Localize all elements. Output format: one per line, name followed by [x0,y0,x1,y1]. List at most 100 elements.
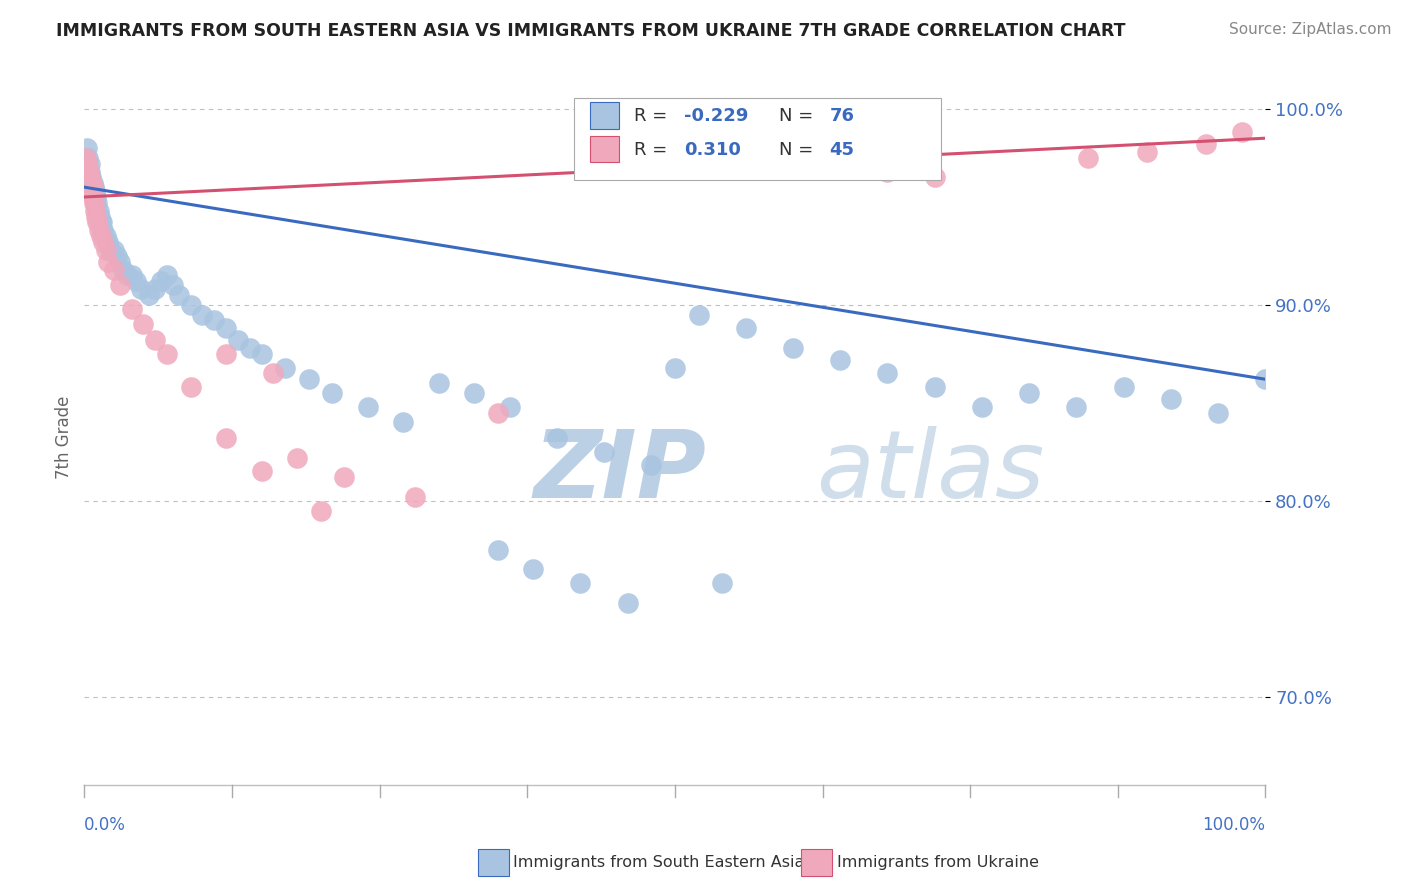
FancyBboxPatch shape [575,97,941,179]
Point [215,321,238,335]
Point [734,321,756,335]
Point [103,243,125,257]
Point [162,278,184,293]
Point [90,215,112,229]
Point [167,288,190,302]
Point [239,341,262,355]
Point [86,195,108,210]
Point [392,416,415,430]
Point [82,180,104,194]
Point [84,195,107,210]
Point [782,341,804,355]
Text: -0.229: -0.229 [685,107,749,126]
Point [112,262,135,277]
Point [1018,386,1040,401]
Point [76,156,98,170]
Point [91,223,114,237]
Point [1077,151,1099,165]
Point [79,164,101,178]
Point [1230,125,1253,139]
Point [94,243,117,257]
Point [924,380,946,394]
Point [76,141,98,155]
Point [86,215,108,229]
Point [1254,372,1277,386]
Point [156,347,179,361]
Point [80,170,103,185]
Point [84,190,107,204]
Point [77,151,100,165]
Point [79,180,101,194]
Point [77,170,100,185]
Point [876,164,898,178]
Point [1136,145,1159,159]
Point [498,400,520,414]
Point [427,376,450,391]
Point [616,596,638,610]
Text: 45: 45 [830,141,855,159]
Point [309,503,332,517]
Text: ZIP: ZIP [533,425,706,518]
Text: 76: 76 [830,107,855,126]
Point [711,576,734,591]
Point [121,301,143,316]
Point [129,282,152,296]
Point [1206,406,1229,420]
Point [80,176,103,190]
Point [91,215,114,229]
Point [80,180,103,194]
Text: R =: R = [634,107,672,126]
Point [876,367,898,381]
Text: IMMIGRANTS FROM SOUTH EASTERN ASIA VS IMMIGRANTS FROM UKRAINE 7TH GRADE CORRELAT: IMMIGRANTS FROM SOUTH EASTERN ASIA VS IM… [56,22,1126,40]
Point [90,229,112,244]
Point [191,308,214,322]
Point [76,164,98,178]
Point [97,235,120,249]
Point [77,170,100,185]
Point [132,318,155,332]
Point [688,308,710,322]
Point [121,268,143,283]
Point [77,161,100,175]
Point [82,190,104,204]
Point [486,542,509,557]
Point [1066,400,1088,414]
Point [82,184,104,198]
Point [569,576,592,591]
Text: 0.310: 0.310 [685,141,741,159]
Text: Immigrants from South Eastern Asia: Immigrants from South Eastern Asia [513,855,804,870]
Point [150,274,173,288]
Point [274,360,297,375]
Point [226,333,249,347]
Text: N =: N = [779,141,818,159]
Point [77,161,100,175]
Point [250,464,273,478]
Point [79,156,101,170]
Point [180,380,202,394]
Text: Immigrants from Ukraine: Immigrants from Ukraine [837,855,1039,870]
Point [83,180,105,194]
Point [298,372,321,386]
Point [103,262,125,277]
Point [1160,392,1182,406]
Point [250,347,273,361]
Point [143,282,166,296]
Point [357,400,380,414]
Text: 100.0%: 100.0% [1202,816,1265,834]
FancyBboxPatch shape [591,103,620,128]
Point [87,203,110,218]
Point [486,406,509,420]
Point [84,203,107,218]
Point [215,347,238,361]
Y-axis label: 7th Grade: 7th Grade [55,395,73,479]
Point [970,400,993,414]
Point [115,268,138,283]
Point [333,470,356,484]
Point [138,288,160,302]
Point [75,151,97,165]
Point [107,249,129,263]
Point [285,450,308,465]
Point [463,386,485,401]
Point [98,243,121,257]
Point [89,210,111,224]
